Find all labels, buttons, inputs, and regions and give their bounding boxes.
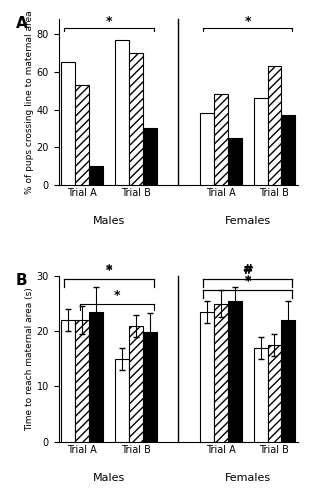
Bar <box>200 312 214 442</box>
Bar <box>89 166 103 185</box>
Bar <box>61 62 75 185</box>
Text: A: A <box>16 16 27 30</box>
Bar <box>214 304 228 442</box>
Bar <box>281 320 295 442</box>
Text: Females: Females <box>225 474 271 484</box>
Y-axis label: % of pups crossing line to maternal area: % of pups crossing line to maternal area <box>25 10 34 194</box>
Y-axis label: Time to reach maternal area (s): Time to reach maternal area (s) <box>25 287 34 430</box>
Text: Males: Males <box>93 216 125 226</box>
Bar <box>129 326 143 442</box>
Bar <box>89 312 103 442</box>
Bar <box>115 40 129 185</box>
Bar <box>200 114 214 185</box>
Bar <box>254 348 268 442</box>
Text: *: * <box>106 264 112 277</box>
Text: *: * <box>106 263 112 276</box>
Text: *: * <box>106 14 112 28</box>
Bar <box>254 98 268 185</box>
Bar <box>143 332 156 442</box>
Text: Females: Females <box>225 216 271 226</box>
Text: *: * <box>244 274 251 287</box>
Text: *: * <box>244 275 251 288</box>
Bar <box>75 85 89 185</box>
Bar <box>228 301 242 442</box>
Text: #: # <box>242 264 253 277</box>
Bar <box>75 320 89 442</box>
Bar <box>143 128 156 185</box>
Bar <box>228 138 242 185</box>
Bar <box>268 345 281 442</box>
Bar <box>115 359 129 442</box>
Bar <box>214 94 228 185</box>
Text: *: * <box>114 289 120 302</box>
Text: #: # <box>242 263 253 276</box>
Bar <box>129 53 143 185</box>
Text: B: B <box>16 272 27 287</box>
Bar <box>268 66 281 185</box>
Bar <box>61 320 75 442</box>
Text: Males: Males <box>93 474 125 484</box>
Bar <box>281 115 295 185</box>
Text: *: * <box>244 14 251 28</box>
